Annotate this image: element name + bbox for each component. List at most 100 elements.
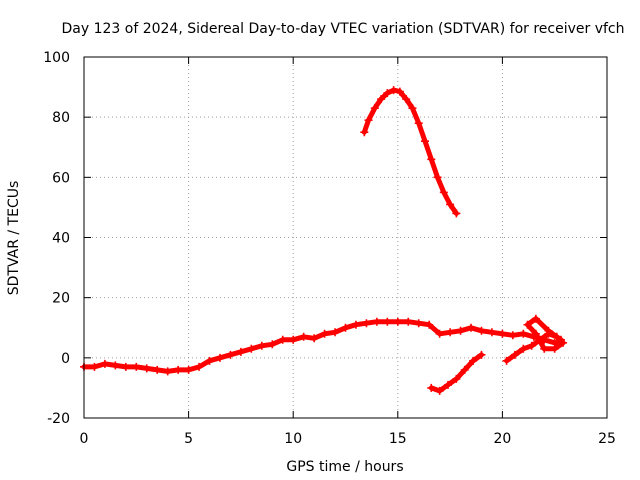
y-tick-label: 0 [61,351,70,367]
data-point [498,329,507,338]
data-point [460,365,469,374]
data-point [310,334,319,343]
y-tick-label: -20 [47,411,70,427]
data-point [205,356,214,365]
data-point [510,350,519,359]
data-point [439,188,448,197]
data-point [420,137,429,146]
data-point [320,329,329,338]
data-point [247,344,256,353]
data-point [452,209,461,218]
data-point [360,128,369,137]
grid-lines [84,57,607,418]
x-tick-label: 0 [80,431,89,447]
data-point [446,200,455,209]
data-point [142,364,151,373]
data-point [370,104,379,113]
data-point [556,335,565,344]
data-point [121,362,130,371]
x-tick-label: 10 [284,431,302,447]
tick-labels: 0 5 10 15 20 25 -20 0 20 40 60 80 100 [43,50,616,447]
data-point [362,319,371,328]
data-point [226,350,235,359]
data-point [402,95,411,104]
data-point [389,86,398,95]
data-point [527,341,536,350]
data-point [427,155,436,164]
series-right-cluster [502,314,568,365]
data-point [540,344,549,353]
data-point [257,341,266,350]
data-point [456,326,465,335]
data-point [531,329,540,338]
chart-title: Day 123 of 2024, Sidereal Day-to-day VTE… [61,21,624,37]
y-tick-label: 80 [52,110,70,126]
data-point [467,323,476,332]
series-line [81,319,564,374]
y-tick-label: 60 [52,170,70,186]
y-tick-label: 20 [52,291,70,307]
data-point [377,95,386,104]
data-point [523,320,532,329]
data-point [153,365,162,374]
data-point [531,314,540,323]
data-point [427,383,436,392]
x-tick-label: 25 [598,431,616,447]
data-point [477,326,486,335]
data-point [383,89,392,98]
data-point [487,328,496,337]
data-point [477,350,486,359]
series-lower-branch [427,350,486,395]
data-point [435,329,444,338]
data-point [469,356,478,365]
data-point [268,340,277,349]
series-line [361,87,459,216]
data-point [508,331,517,340]
y-tick-label: 100 [43,50,70,66]
data-point [100,359,109,368]
x-axis-label: GPS time / hours [286,459,403,475]
data-point [278,335,287,344]
data-point [195,362,204,371]
y-tick-label: 40 [52,231,70,247]
data-point [425,320,434,329]
data-point [502,356,511,365]
data-point [536,335,545,344]
data-point [519,344,528,353]
data-point [446,328,455,337]
data-point [393,317,402,326]
data-point [383,317,392,326]
data-point [163,367,172,376]
data-point [408,104,417,113]
data-point [404,317,413,326]
data-point [132,362,141,371]
data-point [544,326,553,335]
series-upper-arc [360,86,461,218]
data-point [289,335,298,344]
data-point [111,361,120,370]
data-point [364,116,373,125]
data-series [80,86,568,395]
axis-ticks [83,56,608,419]
data-point [90,362,99,371]
x-tick-label: 15 [389,431,407,447]
y-axis-label: SDTVAR / TECUs [6,181,22,296]
data-point [299,332,308,341]
data-point [414,119,423,128]
data-point [184,365,193,374]
data-point [444,380,453,389]
data-point [341,323,350,332]
data-point [351,320,360,329]
data-point [414,319,423,328]
data-point [236,347,245,356]
data-point [452,374,461,383]
data-point [331,328,340,337]
x-tick-label: 20 [493,431,511,447]
data-point [215,353,224,362]
data-point [552,332,561,341]
data-point [433,173,442,182]
data-point [519,329,528,338]
series-main-band [80,317,565,376]
data-point [174,365,183,374]
